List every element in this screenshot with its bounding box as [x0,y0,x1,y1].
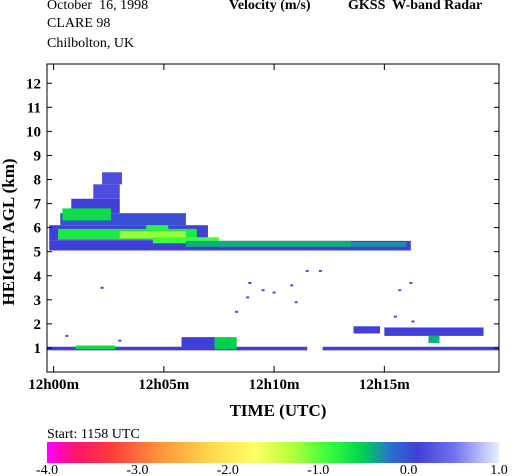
echo-region-20 [353,326,380,334]
colorbar-labels: -4.0 -3.0 -2.0 -1.0 0.0 1.0 [36,463,508,476]
y-axis-label: HEIGHT AGL (km) [0,158,18,305]
echo-speck-14 [393,315,397,318]
echo-speck-11 [398,289,402,292]
y-tick-label: 8 [34,173,42,189]
y-tick-label: 6 [34,221,42,237]
echo-region-9 [152,237,219,244]
colorbar [47,442,499,463]
echo-region-6 [62,208,111,221]
colorbar-tick-label: -4.0 [36,463,58,476]
colorbar-tick-label: -3.0 [126,463,148,476]
echo-speck-6 [272,291,276,294]
echo-speck-7 [290,284,294,287]
y-tick-label: 9 [34,148,42,164]
echo-region-12 [146,225,169,231]
echo-region-5 [102,172,122,185]
y-tick-label: 12 [26,76,41,92]
echo-speck-15 [411,320,415,323]
plot-frame [46,63,500,373]
colorbar-tick-label: 0.0 [400,463,418,476]
echo-region-13 [47,346,308,351]
echo-speck-1 [100,286,104,289]
echo-region-4 [93,184,120,199]
echo-region-15 [75,345,116,350]
date-label: October 16, 1998 [47,0,149,13]
echo-region-10 [185,240,352,247]
echo-region-19 [428,335,440,344]
echo-speck-13 [261,289,265,292]
colorbar-tick-label: 1.0 [490,463,508,476]
x-axis-label: TIME (UTC) [230,401,327,420]
echo-layer [47,172,499,351]
x-tick-label: 12h15m [359,377,410,393]
echo-speck-2 [118,339,122,342]
echo-speck-8 [294,301,298,304]
echo-speck-10 [318,269,322,272]
y-tick-label: 3 [34,293,42,309]
y-tick-label: 2 [34,317,42,333]
echo-speck-0 [65,334,69,337]
echo-region-8 [119,231,186,239]
campaign-label: CLARE 98 [47,16,111,31]
x-tick-label: 12h05m [138,377,189,393]
y-tick-label: 10 [26,124,41,140]
echo-speck-5 [248,281,252,284]
y-tick-label: 5 [34,245,42,261]
y-tick-label: 7 [34,197,42,213]
quantity-label: Velocity (m/s) [229,0,311,13]
echo-region-14 [322,346,499,351]
y-tick-label: 11 [27,100,41,116]
instrument-label: GKSS W-band Radar [348,0,483,13]
y-tick-label: 4 [34,269,42,285]
echo-region-17 [214,337,237,350]
x-tick-label: 12h10m [249,377,300,393]
echo-speck-4 [246,296,250,299]
colorbar-tick-label: -1.0 [307,463,329,476]
start-time-label: Start: 1158 UTC [47,427,140,442]
x-tick-label: 12h00m [28,377,79,393]
site-label: Chilbolton, UK [47,36,135,51]
colorbar-tick-label: -2.0 [217,463,239,476]
echo-region-18 [384,327,484,336]
echo-region-16 [181,337,215,350]
echo-speck-9 [305,269,309,272]
echo-speck-12 [409,281,413,284]
echo-speck-3 [235,310,239,313]
y-tick-label: 1 [34,341,42,357]
echo-region-11 [351,242,407,247]
